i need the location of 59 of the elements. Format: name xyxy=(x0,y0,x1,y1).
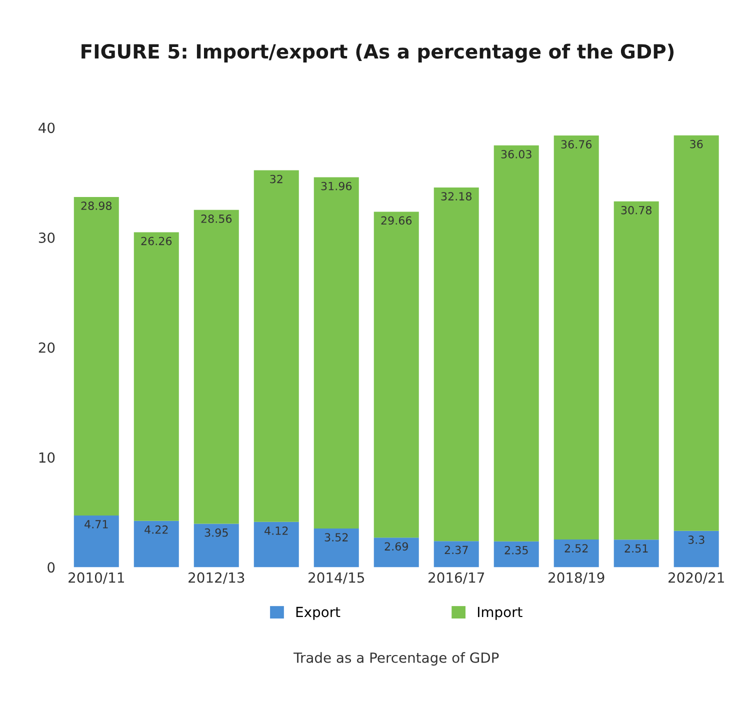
data-label: 28.56 xyxy=(201,214,232,223)
chart-title: FIGURE 5: Import/export (As a percentage of the GDP) xyxy=(82,44,674,63)
x-tick-label: 2014/15 xyxy=(308,572,364,584)
data-label: 29.66 xyxy=(381,216,412,225)
bar xyxy=(494,541,539,568)
data-label: 32.18 xyxy=(441,192,472,201)
bar xyxy=(434,188,479,542)
y-tick-label: 10 xyxy=(39,452,55,463)
data-label: 3.95 xyxy=(204,528,228,537)
bar xyxy=(614,540,659,568)
data-label: 2.37 xyxy=(444,546,468,554)
data-label: 36 xyxy=(690,140,703,148)
bar xyxy=(314,177,359,529)
data-label: 2.35 xyxy=(504,546,528,554)
x-tick-label: 2020/21 xyxy=(668,572,724,584)
data-label: 4.71 xyxy=(84,520,108,528)
data-label: 36.76 xyxy=(561,140,592,149)
bar xyxy=(374,538,419,568)
bar xyxy=(74,515,119,568)
data-label: 36.03 xyxy=(501,150,532,158)
data-label: 2.51 xyxy=(624,544,648,553)
bar xyxy=(134,520,179,568)
bar xyxy=(434,541,479,568)
data-label: 26.26 xyxy=(141,236,172,246)
data-label: 2.69 xyxy=(384,542,408,551)
data-label: 4.12 xyxy=(264,526,288,535)
legend-label: Import xyxy=(478,606,522,620)
legend-label: Export xyxy=(296,606,340,620)
bar xyxy=(194,524,239,568)
bar xyxy=(134,232,179,521)
y-tick-label: 40 xyxy=(38,122,55,134)
data-label: 30.78 xyxy=(621,206,652,214)
bar xyxy=(614,201,659,540)
data-label: 4.22 xyxy=(144,525,168,534)
bar xyxy=(314,528,359,568)
bar xyxy=(554,540,599,568)
x-axis-title: Trade as a Percentage of GDP xyxy=(293,652,499,666)
bar xyxy=(554,136,599,540)
y-tick-label: 20 xyxy=(38,342,55,353)
data-label: 3.52 xyxy=(324,533,348,542)
x-tick-label: 2018/19 xyxy=(548,572,604,584)
bar xyxy=(254,522,299,568)
x-tick-label: 2010/11 xyxy=(68,572,124,584)
x-tick-label: 2012/13 xyxy=(188,572,244,584)
data-label: 28.98 xyxy=(81,202,112,210)
bar xyxy=(674,135,719,531)
data-label: 3.3 xyxy=(688,536,704,544)
data-label: 2.52 xyxy=(564,544,588,553)
y-tick-label: 30 xyxy=(38,232,55,243)
bar xyxy=(74,196,119,516)
y-tick-label: 0 xyxy=(48,562,55,573)
bar xyxy=(254,170,299,522)
data-label: 31.96 xyxy=(321,182,352,190)
bar xyxy=(194,210,239,524)
bar xyxy=(494,145,539,542)
x-tick-label: 2016/17 xyxy=(428,572,484,584)
bar xyxy=(674,530,719,568)
data-label: 32 xyxy=(270,174,282,184)
bar xyxy=(374,212,419,538)
